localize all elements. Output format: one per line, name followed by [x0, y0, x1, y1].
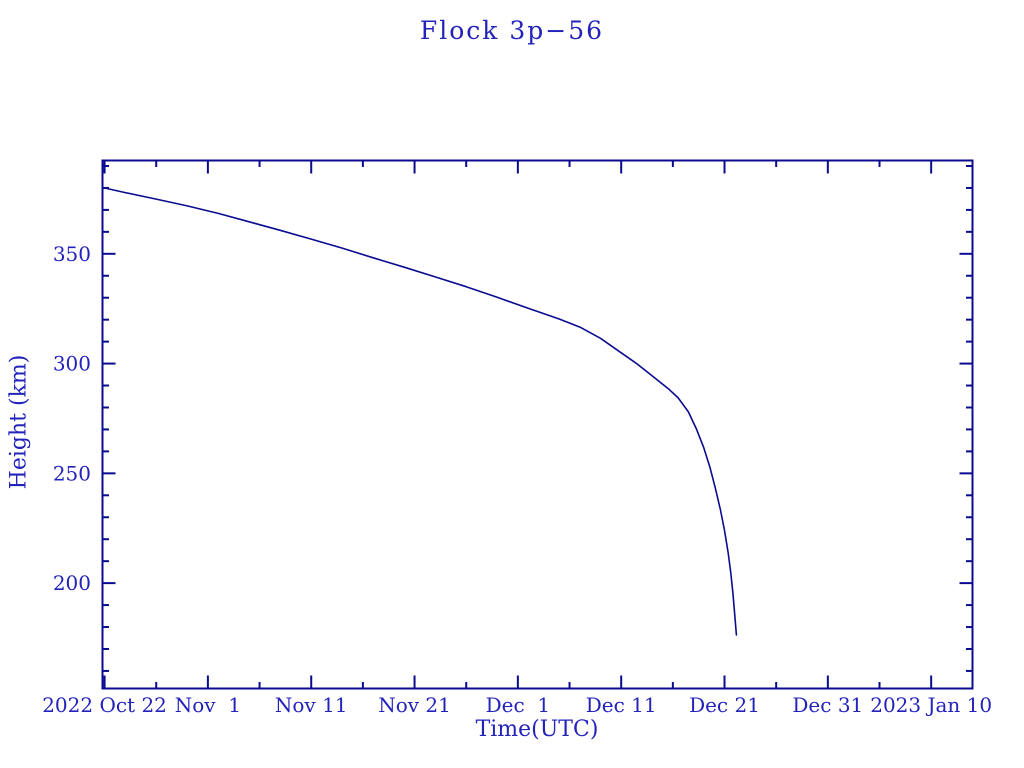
x-tick-label: Dec 1 — [486, 693, 551, 717]
x-tick-label: Dec 31 — [792, 693, 863, 717]
y-axis-title: Height (km) — [6, 354, 32, 490]
y-tick-label: 350 — [53, 242, 91, 266]
y-tick-label: 250 — [53, 461, 91, 485]
height-curve — [101, 186, 738, 636]
chart-title: Flock 3p−56 — [419, 16, 605, 45]
x-tick-label: Dec 11 — [586, 693, 657, 717]
x-tick-label: Nov 11 — [275, 693, 348, 717]
y-tick-label: 200 — [53, 571, 91, 595]
x-axis-title: Time(UTC) — [475, 717, 599, 742]
x-tick-label: Dec 21 — [689, 693, 760, 717]
y-tick-label: 300 — [53, 352, 91, 376]
x-tick-label: Nov 21 — [378, 693, 451, 717]
plot-frame — [101, 159, 974, 690]
x-tick-label: 2023 Jan 10 — [870, 693, 992, 717]
x-tick-label: Nov 1 — [175, 693, 241, 717]
x-tick-label: 2022 Oct 22 — [42, 693, 167, 717]
